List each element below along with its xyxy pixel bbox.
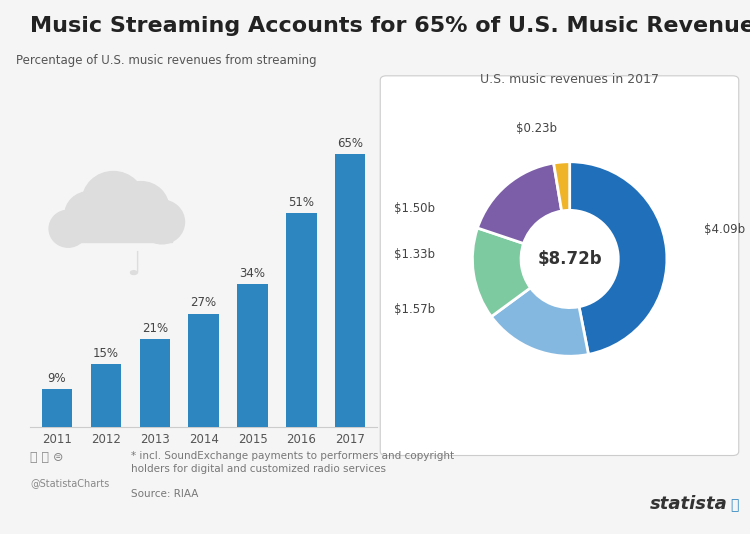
Text: @StatistaCharts: @StatistaCharts <box>30 478 109 488</box>
Text: $1.57b: $1.57b <box>394 303 436 316</box>
Circle shape <box>140 200 184 244</box>
Wedge shape <box>478 163 562 244</box>
Bar <box>91 364 121 427</box>
Text: ♩: ♩ <box>126 249 142 282</box>
Bar <box>188 313 219 427</box>
Bar <box>237 284 268 427</box>
Text: statista: statista <box>650 494 728 513</box>
Text: $0.23b: $0.23b <box>516 122 557 135</box>
Circle shape <box>82 171 145 232</box>
Wedge shape <box>570 162 667 355</box>
Text: ⓒ ⓘ ⊜: ⓒ ⓘ ⊜ <box>30 451 64 464</box>
Text: 15%: 15% <box>93 347 118 360</box>
Text: ⬛: ⬛ <box>730 499 739 513</box>
Text: 27%: 27% <box>190 296 217 309</box>
Title: U.S. music revenues in 2017: U.S. music revenues in 2017 <box>480 73 659 85</box>
Text: 51%: 51% <box>289 195 314 208</box>
Bar <box>335 154 365 427</box>
Wedge shape <box>472 228 530 317</box>
Text: 34%: 34% <box>239 267 266 280</box>
Text: * incl. SoundExchange payments to performers and copyright
holders for digital a: * incl. SoundExchange payments to perfor… <box>131 451 454 474</box>
Text: 9%: 9% <box>47 372 66 385</box>
Circle shape <box>49 210 87 247</box>
Circle shape <box>113 182 169 235</box>
Bar <box>140 339 170 427</box>
Circle shape <box>64 192 113 239</box>
Wedge shape <box>554 162 570 211</box>
Bar <box>42 389 72 427</box>
Text: $1.33b: $1.33b <box>394 248 436 261</box>
Text: 21%: 21% <box>142 321 168 335</box>
Bar <box>62 215 172 242</box>
Wedge shape <box>491 288 589 356</box>
Text: 65%: 65% <box>338 137 363 150</box>
Text: $4.09b: $4.09b <box>704 223 745 237</box>
Text: Source: RIAA: Source: RIAA <box>131 489 199 499</box>
Text: $1.50b: $1.50b <box>394 202 436 215</box>
Text: $8.72b: $8.72b <box>537 250 602 268</box>
Text: Music Streaming Accounts for 65% of U.S. Music Revenues: Music Streaming Accounts for 65% of U.S.… <box>30 16 750 36</box>
Bar <box>286 213 316 427</box>
Text: Percentage of U.S. music revenues from streaming: Percentage of U.S. music revenues from s… <box>16 54 316 67</box>
